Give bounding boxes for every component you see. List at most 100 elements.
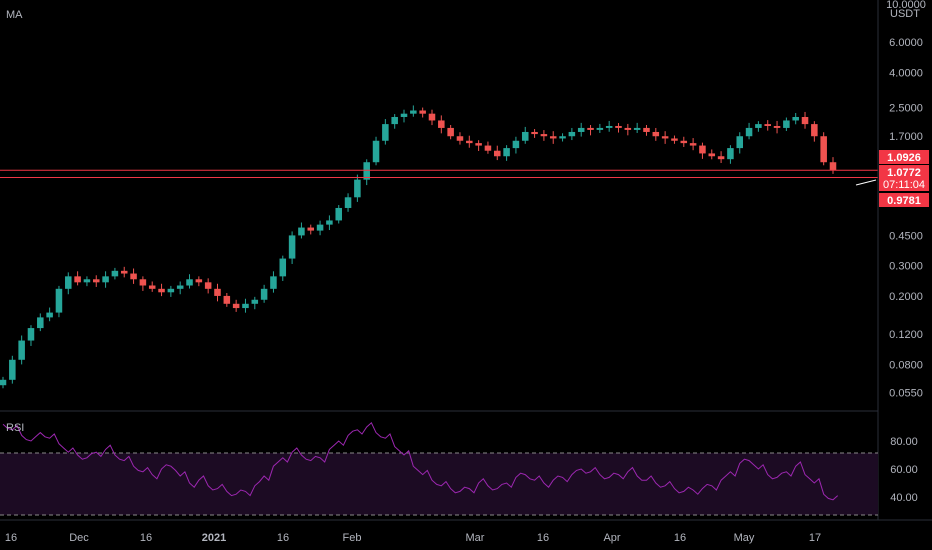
candle-body (466, 140, 473, 144)
candle-body (410, 110, 417, 114)
candle-body (801, 116, 809, 125)
candle-body (643, 127, 650, 132)
candle-body (242, 303, 249, 309)
candle-body (65, 276, 72, 289)
candle-body (652, 131, 660, 137)
candle-body (400, 113, 408, 117)
candle-body (176, 285, 184, 289)
time-scale[interactable]: 16 Dec 16 2021 16 Feb Mar 16 Apr 16 May 17 (5, 532, 821, 544)
candle-body (661, 136, 669, 139)
price-tick-label: 4.0000 (889, 67, 923, 79)
candle-body (92, 279, 100, 283)
price-scale[interactable]: 10.0000 6.0000 4.0000 2.5000 1.7000 0.4500 0.3… (886, 0, 926, 399)
candle-body (456, 136, 464, 141)
price-tick-label: 0.1200 (889, 329, 923, 341)
candle-body (596, 127, 604, 130)
candle-body (829, 162, 837, 171)
indicator-label: MA (6, 9, 23, 21)
candle-body (494, 150, 501, 157)
rsi-tick-label: 60.00 (890, 464, 918, 476)
candle-body (624, 127, 632, 130)
candle-body (55, 288, 63, 313)
candle-body (419, 110, 426, 114)
candle-body (717, 156, 725, 160)
candle-body (37, 317, 44, 329)
candle-body (680, 140, 688, 144)
candle-body (727, 148, 734, 160)
time-tick-label: 16 (674, 532, 686, 544)
price-tag-value: 1.0772 (887, 167, 921, 179)
time-tick-label: 2021 (202, 532, 226, 544)
candle-body (689, 143, 697, 146)
candle-body (503, 148, 510, 157)
time-tick-label: Mar (466, 532, 485, 544)
candle-body (335, 207, 342, 221)
candle-body (102, 276, 109, 283)
candle-body (148, 285, 156, 289)
candle-body (633, 127, 641, 130)
candle-body (363, 162, 370, 180)
price-tag-value: 1.0926 (887, 152, 921, 164)
candle-body (512, 140, 520, 149)
time-tick-label: May (734, 532, 755, 544)
price-tag-value: 0.9781 (887, 195, 921, 207)
candle-body (475, 143, 482, 146)
candle-body (745, 127, 753, 137)
candle-body (74, 276, 81, 283)
candle-body (577, 127, 585, 132)
rsi-line (2, 421, 839, 501)
candle-body (372, 140, 380, 163)
candle-body (260, 288, 268, 300)
candle-body (139, 279, 147, 286)
candle-body (0, 379, 7, 386)
candle-body (428, 113, 436, 121)
candle-body (773, 125, 781, 128)
candle-body (354, 179, 361, 198)
rsi-tick-label: 80.00 (890, 436, 918, 448)
candle-body (391, 116, 398, 125)
candle-body (549, 136, 557, 139)
candle-body (288, 235, 296, 259)
candle-body (755, 124, 762, 128)
candle-body (214, 288, 221, 296)
candle-body (764, 124, 771, 126)
candle-body (736, 136, 744, 149)
candle-body (605, 125, 613, 128)
time-tick-label: 16 (537, 532, 549, 544)
candle-body (223, 295, 231, 304)
candle-body (298, 227, 305, 236)
price-scale-unit: USDT (890, 8, 920, 20)
rsi-scale[interactable]: 80.00 60.00 40.00 (890, 436, 918, 504)
candle-body (792, 116, 799, 121)
candle-body (540, 134, 548, 137)
candle-body (111, 270, 119, 277)
price-tick-label: 0.0550 (889, 387, 923, 399)
candle-body (820, 136, 827, 163)
candle-body (195, 279, 203, 283)
candle-body (9, 359, 16, 380)
price-level-lines (0, 169, 878, 178)
time-tick-label: 16 (140, 532, 152, 544)
candle-body (251, 299, 259, 304)
candle-body (316, 224, 324, 231)
candle-body (559, 136, 566, 139)
candle-body (521, 131, 529, 141)
candle-body (382, 124, 389, 141)
price-tag (879, 150, 929, 164)
candle-body (186, 279, 193, 286)
candle-body (27, 328, 35, 341)
candle-body (699, 145, 706, 154)
time-tick-label: Feb (343, 532, 362, 544)
candle-body (307, 227, 315, 231)
price-pane[interactable] (0, 105, 837, 389)
candle-body (531, 131, 538, 135)
price-tick-label: 2.5000 (889, 102, 923, 114)
candle-body (568, 131, 576, 137)
price-tick-label: 0.0800 (889, 359, 923, 371)
candle-body (279, 258, 287, 277)
candle-body (46, 312, 53, 318)
candle-body (158, 288, 165, 293)
candle-body (344, 197, 352, 208)
